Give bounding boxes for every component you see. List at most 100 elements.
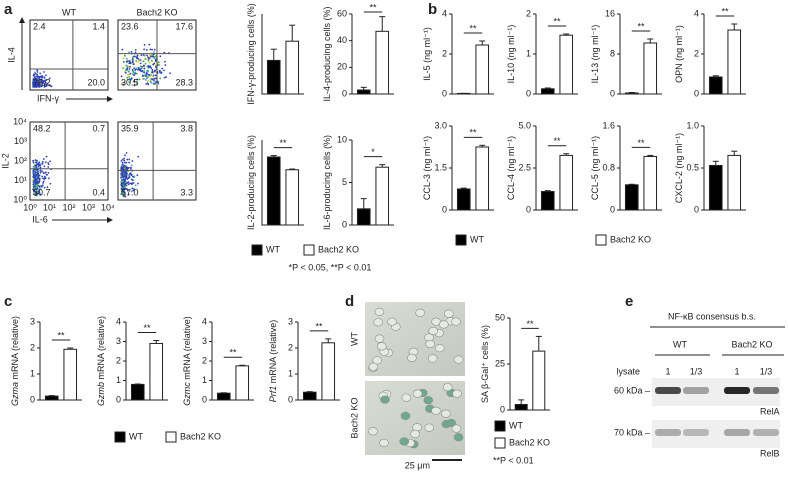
flow-event (120, 75, 123, 78)
bar (302, 391, 317, 401)
flow-event (150, 55, 152, 58)
flow-event (147, 76, 149, 78)
flow-event (129, 65, 131, 68)
quadrant-value: 3.3 (180, 187, 193, 197)
flow-event (37, 176, 40, 179)
flow-event (134, 51, 137, 54)
flow-event (145, 75, 147, 78)
flow-event (37, 173, 39, 176)
y-tick-label: 0 (610, 88, 615, 98)
cell (453, 355, 464, 364)
y-tick-label: 0.8 (602, 162, 615, 172)
cell (412, 389, 423, 398)
flow-event (123, 191, 126, 194)
flow-event (153, 48, 156, 51)
flow-event (130, 178, 133, 181)
flow-event (130, 182, 133, 185)
flow-event (35, 161, 38, 164)
flow-event (122, 57, 125, 60)
flow-event (159, 55, 162, 58)
cell (368, 362, 379, 371)
flow-event (35, 77, 38, 80)
bar (266, 156, 281, 226)
y-tick-label: 2.5 (518, 162, 531, 172)
flow-event (36, 192, 39, 195)
y-axis-label: SA β-Gal⁺ cells (%) (480, 325, 490, 403)
flow-event (150, 59, 153, 62)
y-tick-label: 10⁰ (13, 194, 27, 204)
gene-name: Gzma (10, 382, 20, 406)
significance: ** (553, 16, 561, 26)
flow-event (131, 58, 134, 61)
flow-event (120, 160, 123, 162)
y-tick-label: 1.5 (434, 162, 447, 172)
axis-title: IFN-γ-producing cells (%) (246, 3, 256, 105)
significance: ** (315, 321, 323, 331)
flow-event (130, 77, 133, 80)
y-tick-label: 0 (30, 394, 35, 404)
legend-label: WT (470, 234, 484, 244)
flow-event (44, 177, 46, 180)
cell (368, 427, 378, 436)
flow-event (39, 72, 42, 75)
axis-title: IL-13 (ng ml⁻¹) (590, 25, 600, 84)
flow-event (124, 154, 126, 157)
flow-event (36, 194, 38, 197)
y-tick-label: 10¹ (14, 175, 27, 185)
flow-event (34, 194, 37, 197)
flow-event (143, 74, 146, 77)
flow-event (32, 78, 35, 80)
flow-event (151, 54, 154, 57)
flow-event (33, 76, 36, 79)
flow-event (130, 167, 132, 170)
y-axis-label: IL-6-producing cells (%) (322, 135, 332, 230)
flow-event (32, 183, 35, 186)
gene-name: Gzmb (96, 382, 106, 406)
bar (624, 92, 639, 95)
flow-event (135, 72, 138, 75)
flow-event (137, 155, 140, 158)
flow-event (151, 55, 154, 58)
flow-event (150, 81, 153, 84)
flow-event (130, 190, 133, 193)
legend-swatch (494, 437, 506, 449)
flow-event (41, 184, 44, 187)
cell (423, 396, 434, 405)
flow-event (138, 78, 141, 81)
flow-event (44, 81, 47, 84)
y-axis-label: IL-13 (ng ml⁻¹) (590, 25, 600, 84)
flow-event (132, 63, 135, 66)
bar (514, 403, 528, 411)
y-tick-label: 3 (202, 336, 207, 346)
cell (407, 353, 417, 363)
cell (451, 424, 462, 433)
quadrant-value: 35.9 (121, 123, 139, 133)
flow-event (151, 48, 153, 51)
flow-event (41, 76, 43, 79)
flow-event (148, 57, 151, 60)
flow-event (41, 170, 43, 173)
cell (415, 308, 425, 317)
bar (475, 44, 490, 95)
flow-event (154, 77, 157, 80)
flow-event (140, 54, 143, 57)
flow-event (121, 158, 124, 161)
marker-label: 70 kDa – (614, 427, 650, 437)
flow-event (143, 44, 146, 46)
bar (149, 342, 164, 401)
y-axis-label: IL-4-producing cells (%) (322, 6, 332, 101)
flow-event (133, 84, 136, 87)
flow-event (33, 182, 36, 184)
y-tick-label: 0 (442, 88, 447, 98)
flow-event (137, 58, 140, 60)
flow-event (43, 85, 46, 88)
flow-event (147, 56, 149, 58)
bar (285, 40, 300, 95)
flow-event (159, 70, 161, 73)
legend-label: WT (266, 244, 280, 254)
flow-event (136, 68, 139, 71)
blot-header: NF-κB consensus b.s. (668, 311, 756, 321)
quadrant-value: 20.0 (87, 77, 105, 87)
flow-event (32, 193, 35, 195)
y-tick-label: 2 (116, 355, 121, 365)
